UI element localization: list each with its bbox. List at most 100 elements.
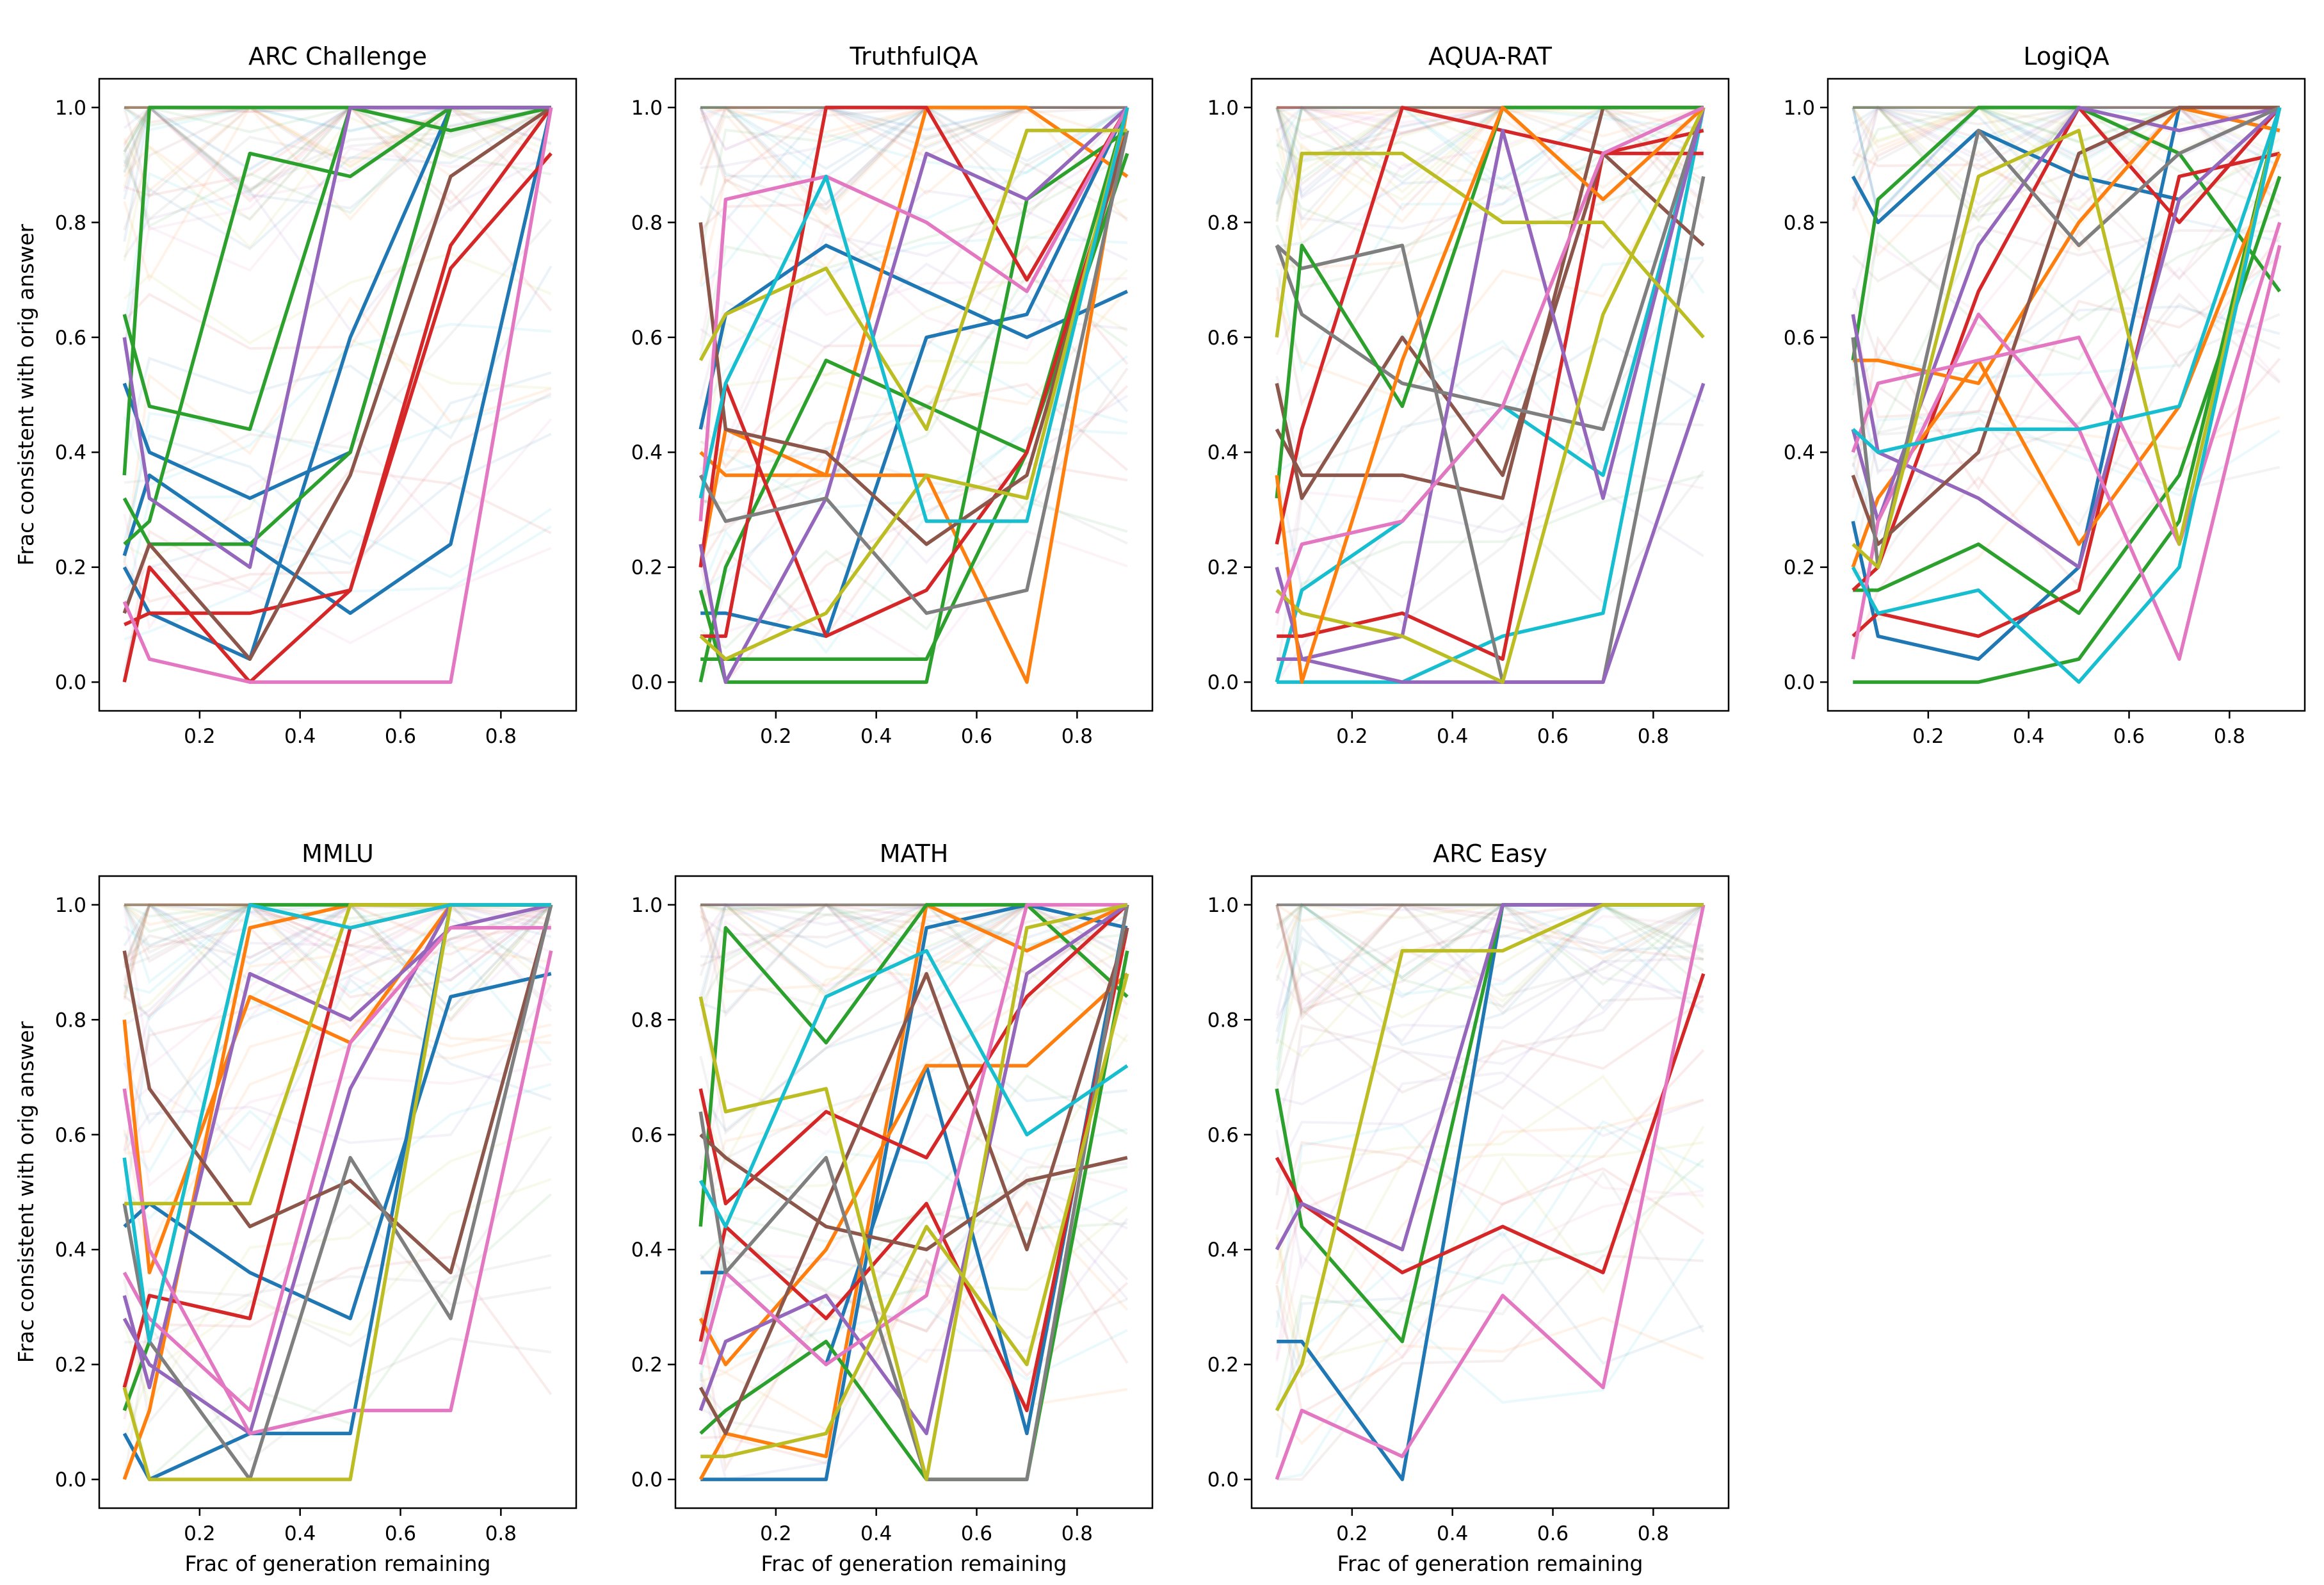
series-line-9	[122, 950, 553, 1436]
faint-trace	[700, 106, 1129, 222]
x-tick-label: 0.6	[1537, 725, 1569, 748]
y-tick-label: 0.6	[1207, 327, 1239, 350]
faint-trace	[123, 1323, 552, 1480]
faint-trace	[1275, 1119, 1704, 1328]
x-tick-label: 0.6	[961, 1522, 992, 1545]
y-tick-label: 0.6	[1207, 1124, 1239, 1147]
series-line-6	[698, 903, 1129, 1206]
faint-trace	[699, 1154, 1127, 1285]
x-tick-label: 0.8	[1638, 725, 1669, 748]
series-line-3	[1853, 107, 2282, 684]
faint-trace	[1276, 106, 1705, 270]
x-tick-label: 0.2	[184, 725, 215, 748]
x-tick-label: 0.2	[1336, 1522, 1368, 1545]
series-line-7	[122, 152, 553, 684]
y-tick-label: 0.8	[55, 211, 86, 234]
faint-trace	[123, 371, 552, 560]
y-tick-label: 0.8	[631, 211, 663, 234]
faint-trace	[1275, 1158, 1705, 1407]
faint-trace	[124, 903, 552, 1020]
y-tick-label: 1.0	[631, 97, 663, 120]
y-tick-label: 0.0	[55, 671, 86, 694]
panel-title: ARC Easy	[1433, 840, 1547, 868]
y-tick-label: 0.2	[631, 557, 663, 580]
axes-frame	[1250, 875, 1730, 1509]
faint-trace	[699, 1206, 1129, 1445]
faint-trace	[1852, 126, 2281, 323]
y-tick-label: 0.2	[55, 1354, 86, 1377]
faint-trace	[699, 462, 1128, 685]
series-line-0	[698, 243, 1128, 430]
series-line-12	[1275, 106, 1706, 684]
faint-trace	[700, 368, 1129, 515]
faint-trace	[123, 904, 552, 1151]
series-line-9	[699, 1133, 1128, 1251]
faint-trace	[123, 904, 553, 1100]
y-tick-label: 1.0	[55, 894, 86, 917]
x-tick-label: 0.6	[1537, 1522, 1569, 1545]
faint-trace	[123, 106, 552, 228]
faint-trace	[124, 903, 552, 982]
faint-trace	[123, 903, 552, 1069]
series-line-17	[1852, 107, 2282, 454]
faint-trace	[123, 1203, 552, 1425]
y-tick-label: 0.4	[55, 441, 86, 464]
x-tick-label: 0.2	[1336, 725, 1368, 748]
faint-trace	[1275, 906, 1705, 1094]
faint-trace	[699, 106, 1128, 284]
faint-trace	[1275, 1316, 1704, 1445]
y-tick-label: 0.6	[631, 1124, 663, 1147]
y-tick-label: 0.0	[631, 1468, 663, 1492]
faint-trace	[700, 903, 1129, 1015]
faint-trace	[699, 140, 1128, 350]
axes-frame	[674, 77, 1154, 712]
x-tick-label: 0.4	[1437, 1522, 1468, 1545]
series-line-9	[122, 106, 553, 661]
series-line-4	[122, 106, 552, 476]
faint-trace	[1277, 106, 1705, 205]
faint-trace	[123, 153, 552, 333]
faint-trace	[699, 106, 1127, 230]
plot-area	[122, 903, 553, 1481]
series-line-3	[699, 106, 1129, 477]
faint-trace	[700, 903, 1128, 994]
panel-6: 0.2 0.4 0.6 0.8 0.0 0.2 0.4 0.6 0.8 1.0 ARC Easy Fr…	[1207, 840, 1730, 1576]
faint-trace	[1277, 106, 1704, 211]
series-line-13	[698, 903, 1128, 1481]
y-tick-label: 0.2	[1207, 1354, 1239, 1377]
plot-area	[1851, 104, 2282, 684]
faint-trace	[124, 924, 552, 1030]
faint-trace	[700, 903, 1128, 959]
x-tick-label: 0.2	[760, 725, 791, 748]
faint-trace	[1275, 421, 1704, 678]
faint-trace	[123, 903, 552, 995]
y-tick-label: 0.4	[1207, 1239, 1239, 1262]
faint-trace	[699, 106, 1127, 231]
series-line-10	[122, 106, 551, 569]
y-tick-label: 0.0	[1207, 671, 1239, 694]
faint-trace	[1275, 337, 1704, 593]
y-tick-label: 0.8	[1207, 1009, 1239, 1032]
faint-trace	[123, 918, 553, 1151]
series-line-13	[1275, 106, 1705, 684]
series-line-1	[700, 904, 1129, 1436]
faint-trace	[700, 106, 1127, 117]
series-line-14	[1275, 106, 1704, 614]
faint-trace	[1277, 1254, 1704, 1481]
faint-trace	[123, 392, 552, 603]
series-line-2	[122, 107, 553, 615]
series-line-15	[1852, 107, 2282, 569]
faint-trace	[1275, 904, 1704, 1032]
faint-trace	[700, 106, 1127, 212]
faint-trace	[700, 903, 1128, 1014]
faint-trace	[700, 903, 1128, 950]
faint-trace	[123, 105, 552, 194]
faint-trace	[1277, 106, 1705, 220]
series-line-8	[122, 904, 553, 1274]
faint-trace	[1275, 914, 1704, 1009]
series-line-0	[123, 971, 552, 1321]
faint-trace	[123, 106, 552, 222]
series-line-7	[700, 106, 1129, 638]
faint-trace	[700, 1269, 1128, 1432]
